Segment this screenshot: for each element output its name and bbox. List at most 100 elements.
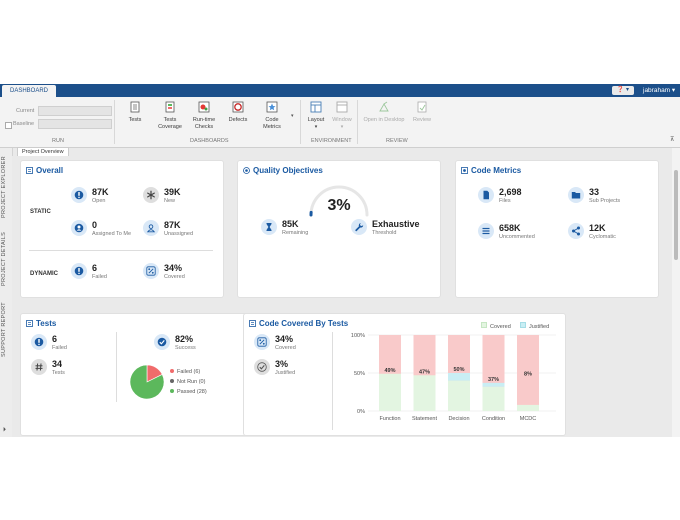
- x-tick-label: Function: [379, 416, 400, 422]
- user-icon: [71, 220, 87, 236]
- separator: [357, 100, 358, 144]
- review-icon: [417, 101, 427, 113]
- covered-label: Covered: [164, 274, 185, 280]
- dashboards-more-icon[interactable]: ▾: [291, 113, 294, 119]
- new-label: New: [164, 198, 176, 204]
- window-button[interactable]: Window ▾: [330, 101, 354, 131]
- subprojects-label: Sub Projects: [589, 198, 621, 204]
- runtime-checks-button[interactable]: Run-time Checks: [189, 101, 219, 131]
- divider: [332, 332, 333, 430]
- legend-covered: Covered: [481, 322, 511, 330]
- code-metrics-card: Code Metrics 2,698 Files 33 Sub Projects…: [455, 160, 659, 298]
- tab-project-overview[interactable]: Project Overview: [17, 147, 69, 157]
- issue-icon: [31, 334, 47, 350]
- bar-data-label: 8%: [524, 371, 532, 377]
- tests-title-text: Tests: [36, 319, 57, 328]
- unassigned-value: 87K: [164, 220, 181, 230]
- files-value: 2,698: [499, 187, 522, 197]
- coverage-covered-label: Covered: [275, 345, 296, 351]
- baseline-checkbox[interactable]: [5, 122, 12, 129]
- tab-dashboard[interactable]: DASHBOARD: [2, 85, 57, 97]
- open-desktop-icon: [379, 101, 389, 112]
- run-group-label: RUN: [52, 138, 64, 144]
- coverage-justified-value: 3%: [275, 359, 289, 369]
- scrollbar-thumb[interactable]: [674, 170, 678, 260]
- bar-justified[interactable]: [448, 373, 470, 381]
- legend-failed: Failed (6): [170, 369, 200, 375]
- window-dropdown-icon: ▾: [340, 124, 344, 130]
- open-label: Open: [92, 198, 106, 204]
- bar-covered[interactable]: [379, 373, 401, 411]
- tab-project-explorer[interactable]: PROJECT EXPLORER: [1, 156, 7, 218]
- tests-card: Tests 6 Failed 34 Tests 82% Success Fail: [20, 313, 257, 436]
- tests-coverage-label: Tests Coverage: [158, 117, 182, 130]
- success-value: 82%: [175, 334, 194, 344]
- percent-icon: [254, 334, 270, 350]
- legend-notrun-text: Not Run (0): [177, 379, 206, 385]
- runtime-checks-icon: [198, 101, 210, 113]
- success-label: Success: [175, 345, 196, 351]
- separator: [300, 100, 301, 144]
- coverage-bar-chart: 0% 50% 100% 49% Function 47% Statement 50% Decis…: [351, 333, 556, 422]
- target-icon: [243, 167, 250, 174]
- tests-coverage-icon: [165, 101, 175, 113]
- code-metrics-button[interactable]: Code Metrics: [258, 101, 286, 131]
- vertical-scrollbar[interactable]: [672, 148, 680, 437]
- overall-card: Overall STATIC 87K Open 39K New 0 Assign…: [20, 160, 224, 298]
- hourglass-icon: [261, 219, 277, 235]
- pie-slice-passed[interactable]: [129, 364, 165, 400]
- checkmark-icon: [254, 359, 270, 375]
- share-icon: [568, 223, 584, 239]
- checkmark-icon: [154, 334, 170, 350]
- coverage-title-text: Code Covered By Tests: [259, 319, 349, 328]
- layout-label: Layout: [307, 117, 325, 123]
- divider: [116, 332, 117, 402]
- overall-title: Overall: [26, 166, 63, 175]
- open-in-desktop-label: Open in Desktop: [363, 117, 405, 123]
- bar-covered[interactable]: [517, 404, 539, 411]
- tests-coverage-button[interactable]: Tests Coverage: [155, 101, 185, 131]
- bar-uncovered[interactable]: [517, 335, 539, 411]
- bar-covered[interactable]: [482, 386, 505, 411]
- unassigned-label: Unassigned: [164, 231, 194, 237]
- x-tick-label: MCDC: [520, 416, 537, 422]
- bar-covered[interactable]: [413, 375, 436, 411]
- y-tick-label: 50%: [354, 371, 365, 377]
- failed-label: Failed: [92, 274, 107, 280]
- x-tick-label: Statement: [412, 416, 438, 422]
- title-bar: DASHBOARD ❓ ▾ jabraham ▾: [0, 84, 680, 97]
- baseline-select[interactable]: [38, 119, 112, 129]
- current-label: Current: [16, 108, 35, 114]
- file-icon: [478, 187, 494, 203]
- quality-objectives-card: Quality Objectives 3% 85K Remaining Exha…: [237, 160, 441, 298]
- window-icon: [336, 101, 348, 113]
- current-select[interactable]: [38, 106, 112, 116]
- bar-data-label: 49%: [384, 368, 395, 374]
- tab-project-details[interactable]: PROJECT DETAILS: [1, 231, 7, 287]
- legend-notrun: Not Run (0): [170, 379, 205, 385]
- user-menu[interactable]: jabraham ▾: [643, 87, 676, 94]
- tests-button[interactable]: Tests: [123, 101, 147, 124]
- review-button[interactable]: Review: [410, 101, 434, 124]
- defects-button[interactable]: Defects: [225, 101, 251, 124]
- tests-total-value: 34: [52, 359, 63, 369]
- legend-covered-text: Covered: [490, 324, 511, 330]
- bar-justified[interactable]: [482, 382, 505, 387]
- bar-data-label: 47%: [419, 369, 430, 375]
- dashboards-group-label: DASHBOARDS: [190, 138, 229, 144]
- layout-button[interactable]: Layout ▾: [305, 101, 327, 131]
- quality-gauge: [309, 185, 369, 217]
- list-icon: [26, 167, 33, 174]
- percent-icon: [143, 263, 159, 279]
- collapse-toolstrip-icon[interactable]: ⊼: [670, 137, 675, 143]
- open-in-desktop-button[interactable]: Open in Desktop: [360, 101, 408, 124]
- tab-support-report[interactable]: SUPPORT REPORT: [1, 302, 7, 358]
- bar-covered[interactable]: [448, 380, 470, 411]
- layout-dropdown-icon: ▾: [314, 124, 318, 130]
- help-button[interactable]: ❓ ▾: [612, 86, 634, 95]
- assigned-value: 0: [92, 220, 98, 230]
- assigned-label: Assigned To Me: [92, 231, 132, 237]
- gauge-icon: [461, 167, 468, 174]
- gauge-track: [309, 185, 369, 217]
- expand-panel-icon[interactable]: ⏵: [3, 427, 7, 433]
